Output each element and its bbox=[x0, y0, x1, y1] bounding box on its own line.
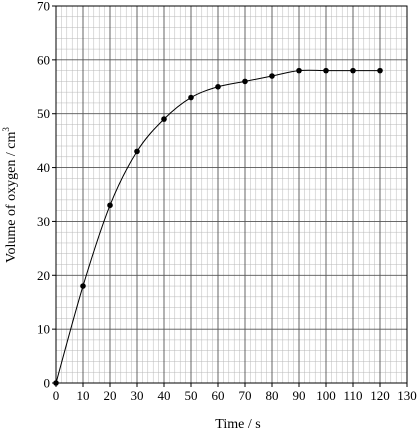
x-tick-label: 30 bbox=[131, 388, 144, 403]
x-tick-label: 80 bbox=[266, 388, 279, 403]
y-tick-label: 40 bbox=[37, 160, 50, 175]
x-tick-label: 40 bbox=[158, 388, 171, 403]
x-tick-labels: 0 10 20 30 40 50 60 70 80 90 100 110 120 130 bbox=[53, 388, 417, 403]
data-point bbox=[242, 78, 248, 85]
x-tick-label: 50 bbox=[185, 388, 198, 403]
data-point bbox=[323, 67, 329, 74]
data-point bbox=[296, 67, 302, 74]
y-tick-label: 60 bbox=[37, 52, 50, 67]
y-axis-label-main: Volume of oxygen / cm bbox=[4, 132, 19, 263]
data-point bbox=[107, 202, 113, 209]
y-tick-label: 70 bbox=[37, 0, 50, 14]
data-point bbox=[134, 148, 140, 155]
data-point bbox=[215, 83, 221, 90]
data-point bbox=[161, 116, 167, 122]
y-tick-label: 10 bbox=[37, 322, 50, 337]
minor-grid bbox=[56, 6, 407, 383]
data-point bbox=[188, 94, 194, 101]
x-tick-label: 90 bbox=[293, 388, 306, 403]
data-point bbox=[80, 283, 86, 289]
y-axis-label: Volume of oxygen / cm3 bbox=[1, 127, 19, 263]
data-point bbox=[377, 67, 383, 74]
x-tick-label: 60 bbox=[212, 388, 225, 403]
x-axis-label: Time / s bbox=[215, 417, 260, 431]
y-axis-label-superscript: 3 bbox=[1, 127, 11, 132]
x-tick-label: 0 bbox=[53, 388, 60, 403]
y-tick-label: 30 bbox=[37, 214, 50, 229]
x-tick-label: 20 bbox=[104, 388, 117, 403]
x-tick-label: 130 bbox=[397, 388, 417, 403]
plot-frame bbox=[55, 5, 408, 384]
major-grid bbox=[55, 5, 408, 384]
y-tick-labels: 0 10 20 30 40 50 60 70 bbox=[37, 0, 50, 391]
y-tick-label: 50 bbox=[37, 106, 50, 121]
axes bbox=[52, 5, 408, 387]
data-point bbox=[350, 67, 356, 74]
y-tick-label: 20 bbox=[37, 268, 50, 283]
x-tick-label: 70 bbox=[239, 388, 252, 403]
x-tick-label: 110 bbox=[343, 388, 362, 403]
x-tick-label: 100 bbox=[316, 388, 336, 403]
x-tick-label: 10 bbox=[77, 388, 90, 403]
data-point bbox=[269, 73, 275, 79]
y-tick-label: 0 bbox=[44, 376, 51, 391]
x-tick-label: 120 bbox=[370, 388, 390, 403]
